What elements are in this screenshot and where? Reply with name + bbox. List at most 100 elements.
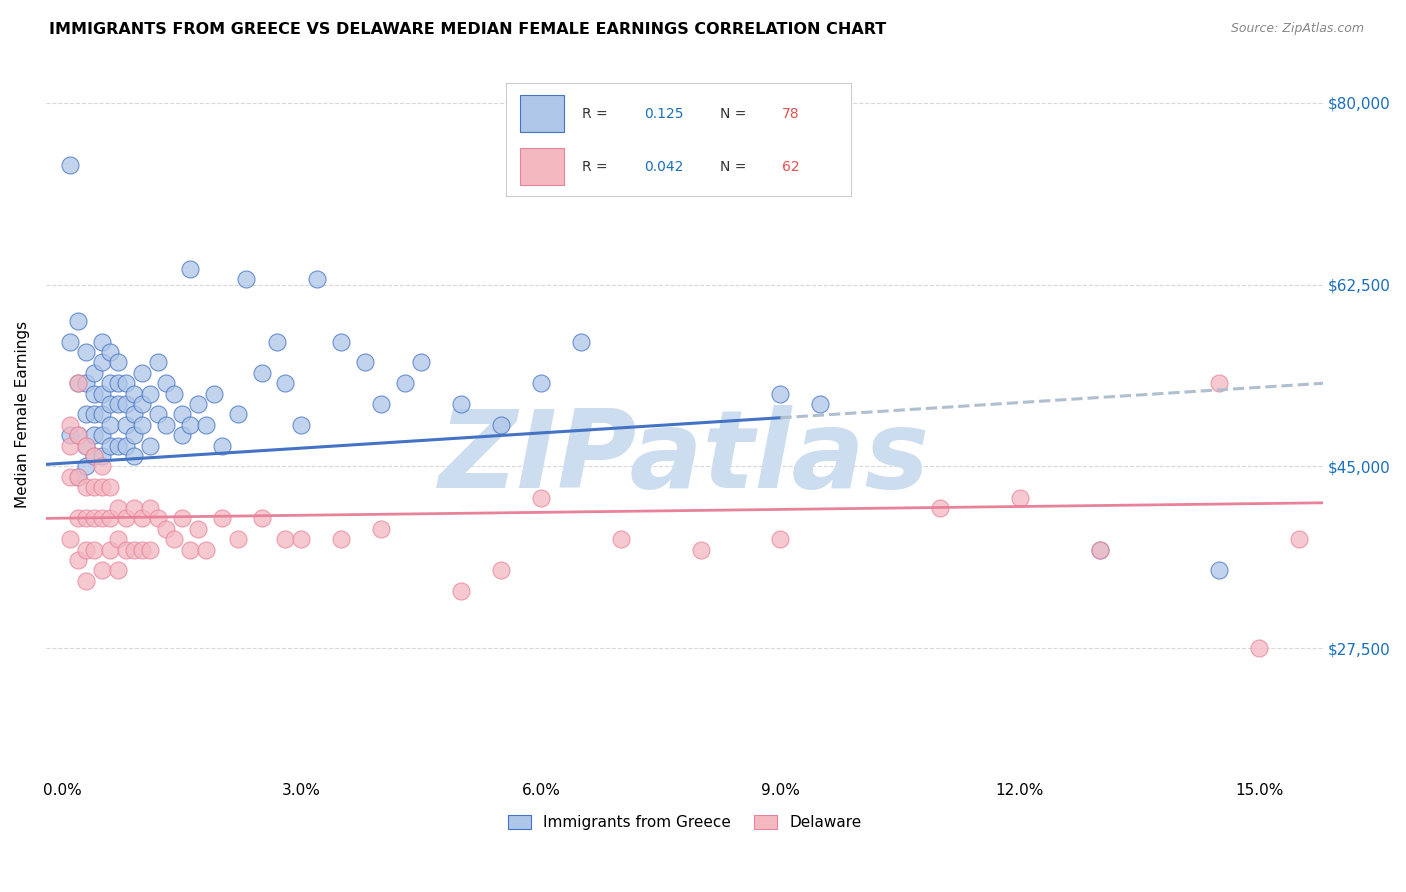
Point xyxy=(202,386,225,401)
Point xyxy=(274,532,297,546)
Point xyxy=(75,439,97,453)
Point xyxy=(66,553,89,567)
Point xyxy=(530,376,553,391)
Point xyxy=(98,397,121,411)
Point xyxy=(107,355,129,369)
Point xyxy=(59,158,82,172)
Point xyxy=(131,417,153,432)
Point xyxy=(83,428,105,442)
Point xyxy=(808,397,831,411)
Point xyxy=(370,397,392,411)
Point xyxy=(122,542,145,557)
Point xyxy=(66,428,89,442)
Point xyxy=(1208,563,1230,577)
Point xyxy=(122,428,145,442)
Point xyxy=(114,417,136,432)
Point xyxy=(98,439,121,453)
Text: Source: ZipAtlas.com: Source: ZipAtlas.com xyxy=(1230,22,1364,36)
Point xyxy=(114,511,136,525)
Point xyxy=(290,532,312,546)
Point xyxy=(139,542,162,557)
Point xyxy=(83,449,105,463)
Point xyxy=(122,408,145,422)
Point xyxy=(139,386,162,401)
Point xyxy=(107,376,129,391)
Point xyxy=(75,345,97,359)
Point xyxy=(59,532,82,546)
Point xyxy=(83,366,105,380)
Point xyxy=(179,542,201,557)
Point xyxy=(450,584,472,599)
Point xyxy=(114,397,136,411)
Point xyxy=(179,262,201,277)
Point xyxy=(226,532,249,546)
Point xyxy=(83,511,105,525)
Point xyxy=(107,397,129,411)
Text: IMMIGRANTS FROM GREECE VS DELAWARE MEDIAN FEMALE EARNINGS CORRELATION CHART: IMMIGRANTS FROM GREECE VS DELAWARE MEDIA… xyxy=(49,22,886,37)
Point xyxy=(155,522,177,536)
Point xyxy=(354,355,377,369)
Point xyxy=(75,542,97,557)
Point xyxy=(107,532,129,546)
Point xyxy=(146,408,169,422)
Point xyxy=(98,542,121,557)
Point xyxy=(489,563,512,577)
Point xyxy=(179,417,201,432)
Point xyxy=(59,470,82,484)
Point xyxy=(107,439,129,453)
Point xyxy=(1249,641,1271,656)
Point xyxy=(122,500,145,515)
Point xyxy=(90,334,112,349)
Point xyxy=(1088,542,1111,557)
Point xyxy=(83,542,105,557)
Point xyxy=(75,574,97,588)
Point xyxy=(131,366,153,380)
Legend: Immigrants from Greece, Delaware: Immigrants from Greece, Delaware xyxy=(502,809,868,836)
Point xyxy=(194,542,217,557)
Point xyxy=(83,386,105,401)
Point xyxy=(307,272,329,286)
Point xyxy=(122,449,145,463)
Point xyxy=(59,417,82,432)
Point xyxy=(1208,376,1230,391)
Point xyxy=(66,428,89,442)
Point xyxy=(59,334,82,349)
Point xyxy=(250,511,273,525)
Point xyxy=(131,511,153,525)
Point xyxy=(90,449,112,463)
Point xyxy=(155,417,177,432)
Point xyxy=(274,376,297,391)
Point xyxy=(131,542,153,557)
Point xyxy=(450,397,472,411)
Point xyxy=(411,355,433,369)
Point xyxy=(163,532,186,546)
Point xyxy=(90,355,112,369)
Point xyxy=(75,511,97,525)
Point xyxy=(75,480,97,494)
Point xyxy=(90,408,112,422)
Point xyxy=(114,439,136,453)
Y-axis label: Median Female Earnings: Median Female Earnings xyxy=(15,321,30,508)
Point xyxy=(170,511,193,525)
Point xyxy=(235,272,257,286)
Point xyxy=(1088,542,1111,557)
Point xyxy=(98,376,121,391)
Point xyxy=(122,386,145,401)
Point xyxy=(66,470,89,484)
Point xyxy=(146,511,169,525)
Point xyxy=(226,408,249,422)
Point xyxy=(107,563,129,577)
Point xyxy=(394,376,416,391)
Point xyxy=(66,511,89,525)
Point xyxy=(489,417,512,432)
Point xyxy=(59,428,82,442)
Point xyxy=(90,563,112,577)
Point xyxy=(114,376,136,391)
Point xyxy=(330,334,353,349)
Point xyxy=(211,511,233,525)
Point xyxy=(530,491,553,505)
Point xyxy=(75,376,97,391)
Point xyxy=(98,417,121,432)
Point xyxy=(290,417,312,432)
Point xyxy=(929,500,952,515)
